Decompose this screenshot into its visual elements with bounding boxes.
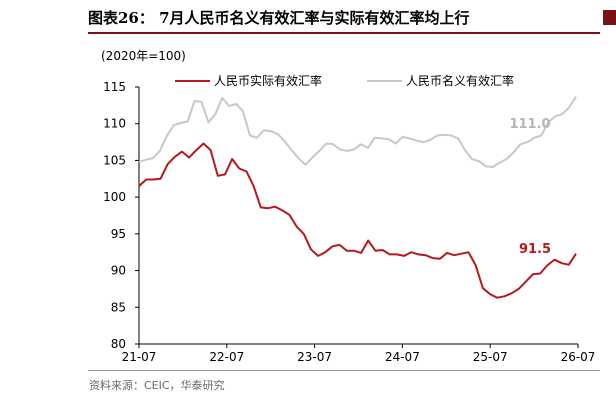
chart-title: 图表26： 7月人民币名义有效汇率与实际有效汇率均上行: [88, 9, 470, 27]
end-label-nominal: 111.0: [509, 117, 550, 132]
title-underline: [88, 32, 600, 34]
x-tick-label: 22-07: [209, 350, 244, 364]
x-tick-label: 21-07: [122, 350, 157, 364]
series-line-nominal: [138, 95, 577, 168]
legend-nominal-label: 人民币名义有效汇率: [406, 73, 514, 88]
legend-real-label: 人民币实际有效汇率: [214, 73, 322, 88]
x-tick-label: 23-07: [297, 350, 332, 364]
y-tick-label: 85: [111, 300, 126, 314]
series-line-real: [138, 142, 577, 299]
source-divider: [88, 370, 600, 371]
y-tick-label: 110: [103, 117, 126, 131]
x-tick-label: 25-07: [473, 350, 508, 364]
y-tick-label: 115: [103, 80, 126, 94]
unit-label: (2020年=100): [101, 49, 186, 63]
x-tick-label: 24-07: [385, 350, 420, 364]
end-label-real: 91.5: [519, 242, 551, 257]
y-tick-label: 105: [103, 153, 126, 167]
source-note: 资料来源：CEIC，华泰研究: [89, 379, 225, 392]
x-tick-label: 26-07: [561, 350, 596, 364]
y-tick-label: 100: [103, 190, 126, 204]
y-tick-label: 95: [111, 227, 126, 241]
edge-marker: [603, 10, 616, 25]
y-tick-label: 90: [111, 264, 126, 278]
y-tick-label: 80: [111, 337, 126, 351]
